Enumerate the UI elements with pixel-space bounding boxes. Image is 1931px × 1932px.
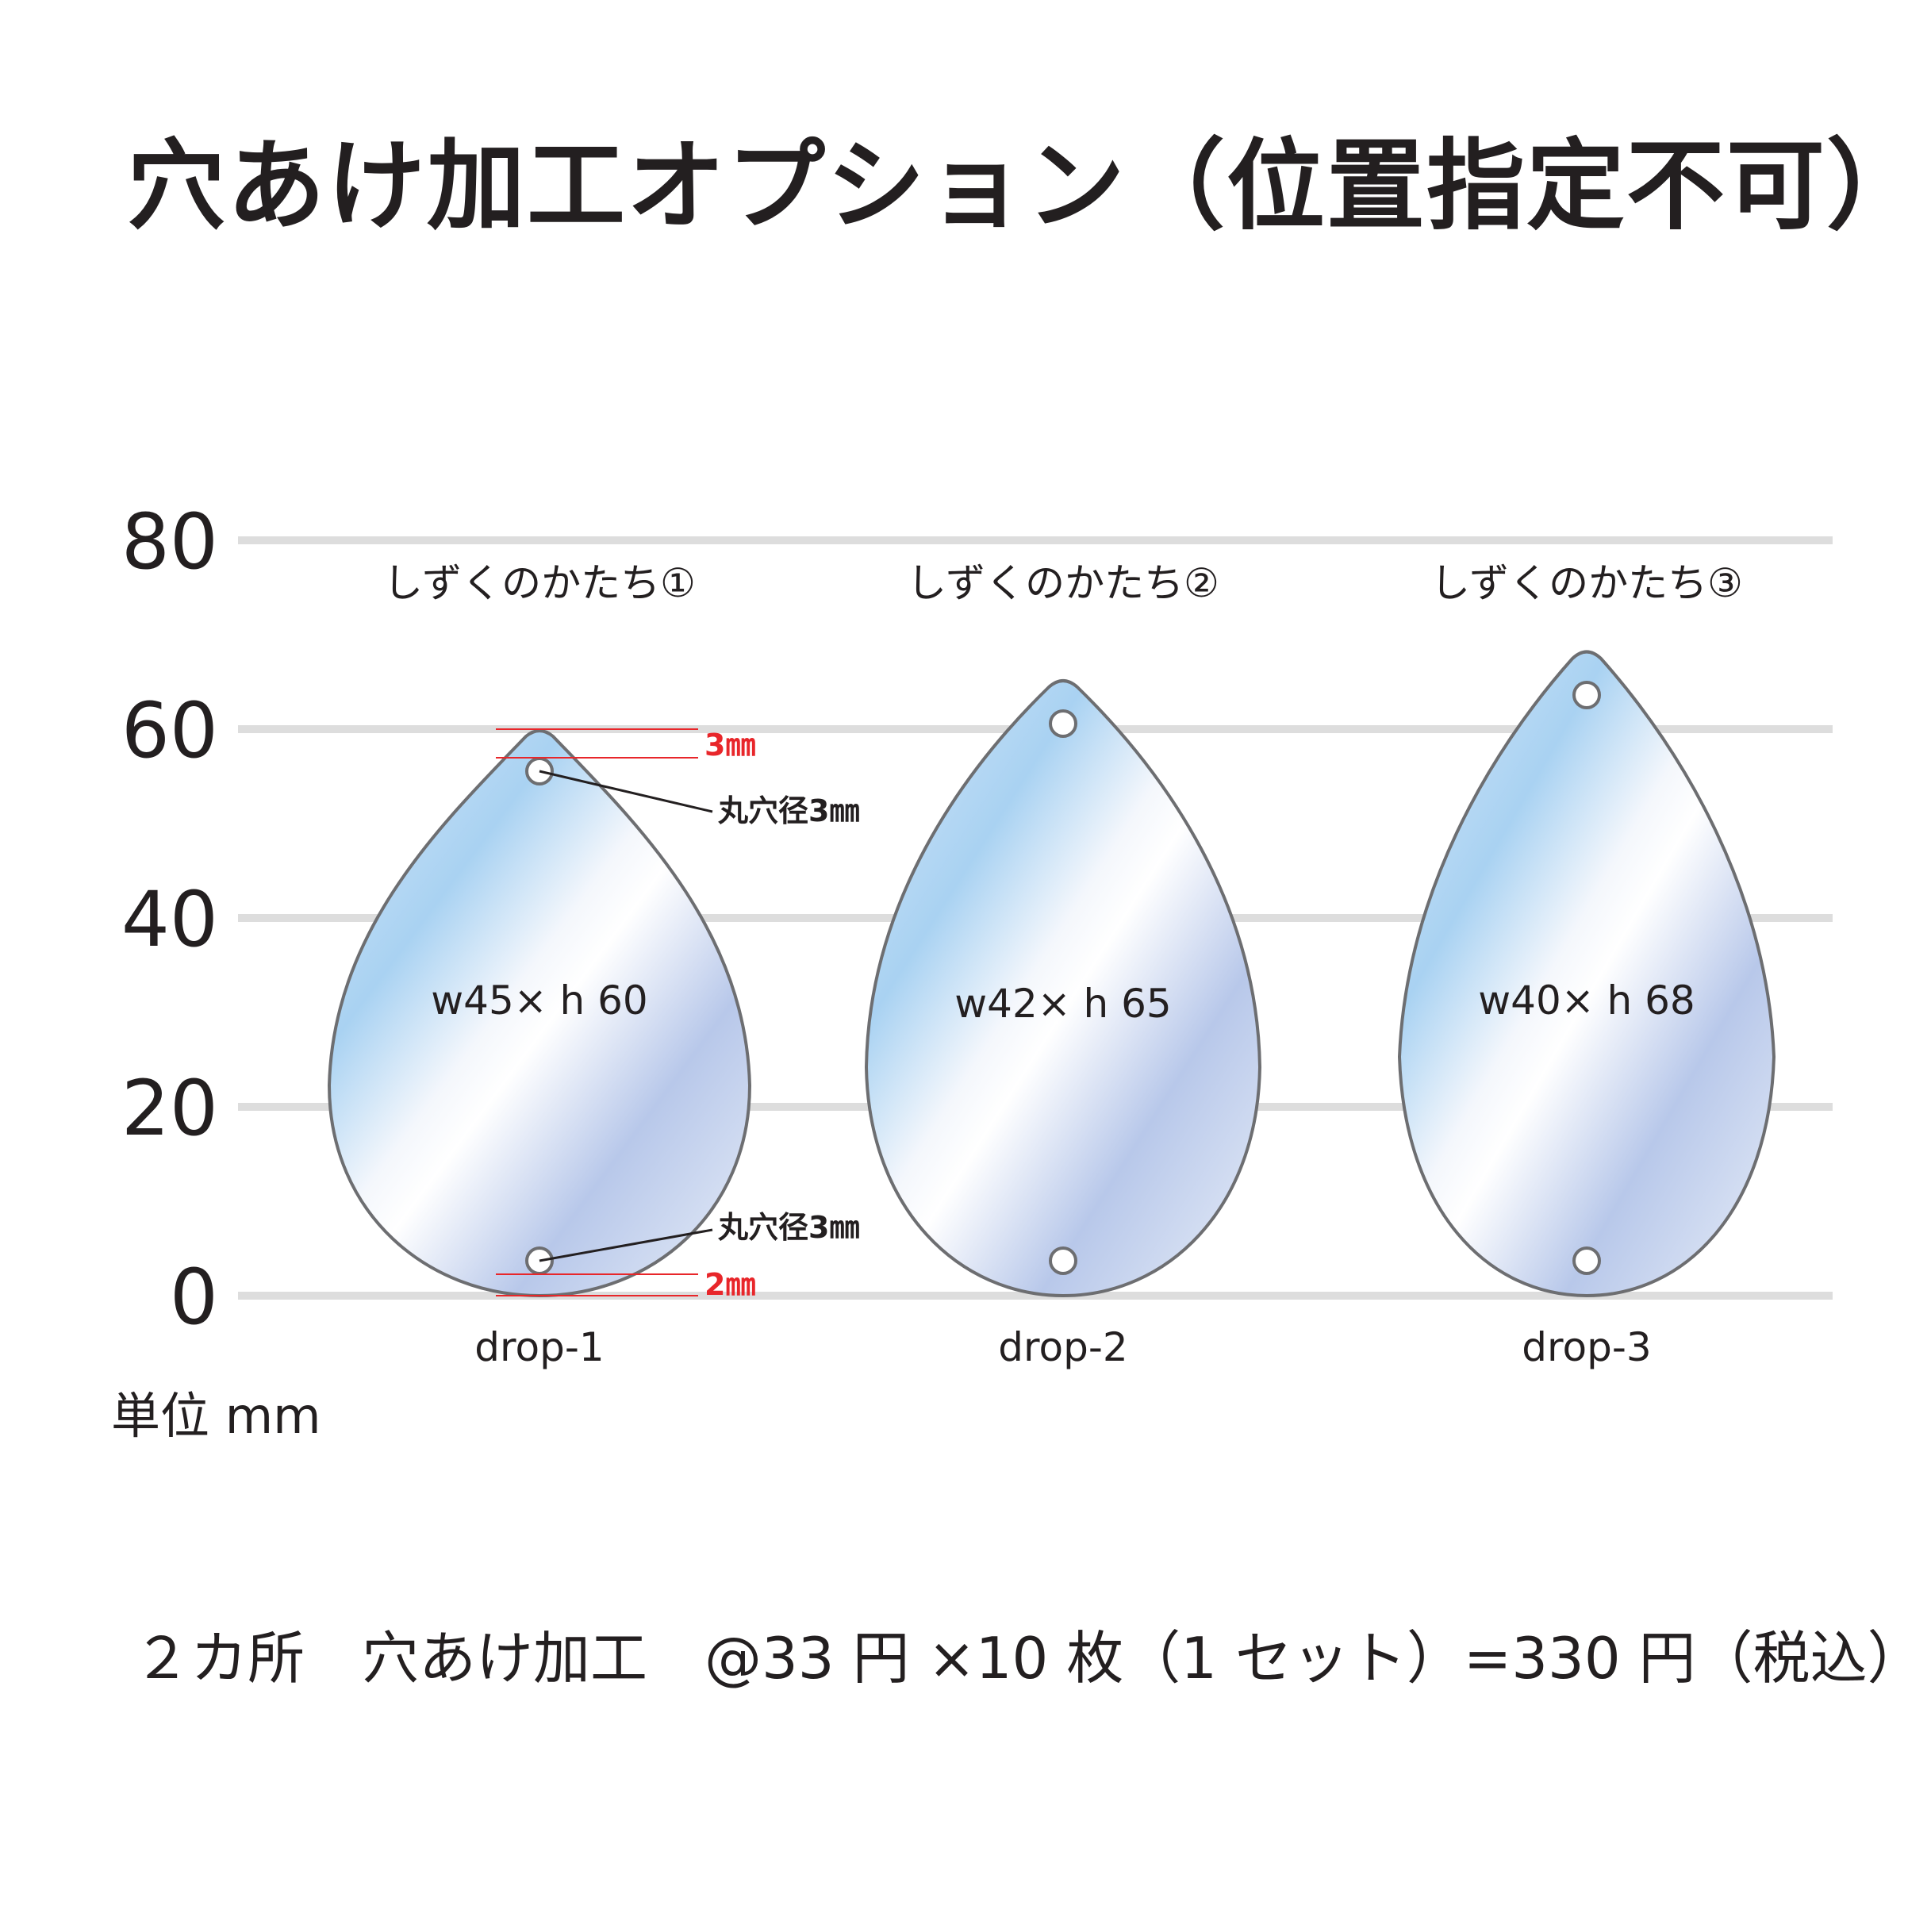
page-title: 穴あけ加工オプション（位置指定不可）: [127, 129, 1927, 244]
drop-label: drop-3: [1522, 1324, 1651, 1370]
drop-2-shape: w42× h 65: [864, 679, 1262, 1298]
drop-label: drop-2: [998, 1324, 1127, 1370]
unit-label: 単位 mm: [111, 1387, 321, 1445]
y-tick-label: 40: [121, 875, 218, 964]
drop-outline: [327, 729, 752, 1298]
size-label: w42× h 65: [954, 981, 1172, 1027]
hole-note-top: 丸穴径3㎜: [717, 793, 859, 828]
hole-bottom: [1049, 1246, 1077, 1275]
hole-note-bottom: 丸穴径3㎜: [717, 1210, 859, 1245]
drop-1-shape: w45× h 60: [327, 729, 752, 1298]
drop-outline: [864, 679, 1262, 1298]
size-label: w45× h 60: [431, 978, 648, 1024]
gridline-0: [238, 1292, 1833, 1300]
top-margin-label: 3㎜: [704, 728, 755, 762]
drop-caption: しずくのかたち②: [907, 560, 1219, 606]
drop-caption: しずくのかたち③: [1430, 560, 1743, 606]
leader-line-bottom: [539, 1228, 713, 1262]
size-label: w40× h 68: [1478, 978, 1695, 1024]
gridline-80: [238, 536, 1833, 544]
hole-top: [1049, 709, 1077, 738]
drop-label: drop-1: [474, 1324, 604, 1370]
hole-bottom: [1572, 1246, 1601, 1275]
drop-caption: しずくのかたち①: [383, 560, 696, 606]
drop-1-annotations: 3㎜ 丸穴径3㎜ 丸穴径3㎜ 2㎜: [496, 728, 859, 1302]
y-tick-label: 20: [121, 1064, 218, 1153]
hole-top: [1572, 681, 1601, 709]
drop-outline: [1397, 650, 1776, 1298]
leader-line-top: [539, 770, 713, 813]
y-tick-label: 0: [170, 1253, 218, 1342]
price-note: ２カ所 穴あけ加工 @33 円 ×10 枚（1 セット）=330 円（税込）: [133, 1625, 1925, 1692]
drop-3-shape: w40× h 68: [1397, 650, 1776, 1298]
y-tick-label: 80: [121, 497, 218, 586]
y-axis: 80 60 40 20 0: [121, 497, 218, 1342]
bottom-margin-label: 2㎜: [704, 1267, 755, 1302]
y-tick-label: 60: [121, 686, 218, 775]
